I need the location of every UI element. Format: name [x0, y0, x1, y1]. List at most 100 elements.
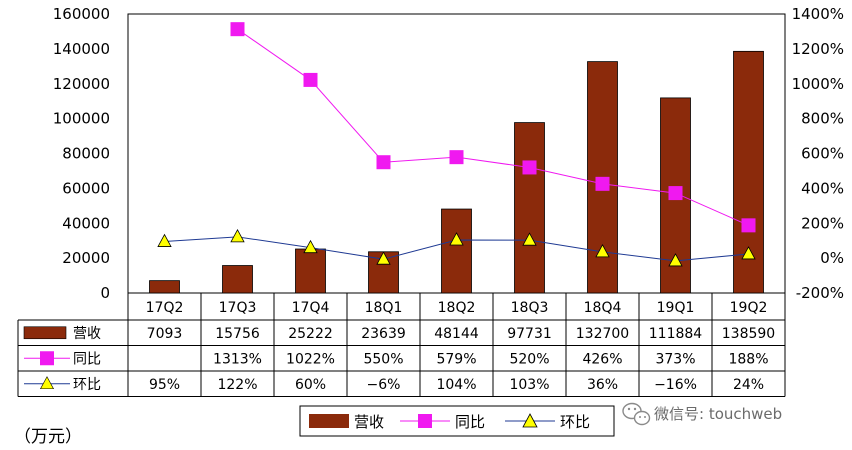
revenue-bar — [295, 248, 326, 294]
legend-bar-swatch — [309, 414, 349, 428]
table-key-qoq-marker — [39, 376, 55, 390]
x-category-label: 17Q2 — [146, 300, 184, 316]
qoq-series — [157, 229, 756, 267]
table-cell: 15756 — [215, 326, 260, 342]
wechat-icon — [622, 402, 651, 426]
yoy-marker — [741, 218, 756, 233]
y-left-tick-label: 100000 — [53, 110, 110, 128]
table-cell: 25222 — [288, 326, 333, 342]
yoy-series — [230, 22, 756, 233]
y-right-tick-label: 400% — [801, 179, 844, 197]
legend-box — [299, 405, 615, 437]
yoy-marker — [668, 186, 683, 201]
table-cell: 36% — [587, 377, 618, 393]
table-cell: 373% — [655, 351, 695, 367]
revenue-bar — [441, 208, 472, 294]
qoq-marker — [303, 239, 318, 254]
table-cell: 426% — [582, 351, 622, 367]
y-left-tick-label: 40000 — [62, 214, 110, 232]
table-row-label: 营收 — [73, 326, 101, 342]
x-category-label: 18Q3 — [511, 300, 549, 316]
yoy-marker — [303, 72, 318, 87]
table-row-label: 同比 — [73, 351, 101, 367]
table-cell: 550% — [363, 351, 403, 367]
table-cell: 138590 — [722, 326, 775, 342]
x-category-label: 19Q1 — [657, 300, 695, 316]
y-left-tick-label: 160000 — [53, 5, 110, 23]
table-cell: 579% — [436, 351, 476, 367]
y-right-tick-label: 800% — [801, 110, 844, 128]
revenue-bar — [222, 265, 253, 294]
legend: 营收 同比 环比 — [299, 405, 615, 437]
table-cell: 1022% — [286, 351, 335, 367]
table-cell: 103% — [509, 377, 549, 393]
y-right-tick-label: 1000% — [792, 75, 844, 93]
y-left-tick-label: 80000 — [62, 145, 110, 163]
yoy-line — [237, 28, 749, 226]
legend-label-revenue: 营收 — [354, 413, 384, 431]
right-axis-ticks: -200% 0% 200% 400% 600% 800% 1000% 1200% 1400% — [792, 5, 844, 302]
table-cell: 520% — [509, 351, 549, 367]
table-key-yoy-marker — [40, 351, 54, 366]
y-right-tick-label: -200% — [796, 284, 844, 302]
yoy-marker — [595, 176, 610, 191]
unit-label: （万元） — [14, 427, 82, 447]
y-left-tick-label: 120000 — [53, 75, 110, 93]
x-category-label: 18Q2 — [438, 300, 476, 316]
left-axis-ticks: 0 20000 40000 60000 80000 100000 120000 140000 1… — [53, 5, 110, 302]
yoy-marker — [449, 150, 464, 165]
data-table: 17Q2 17Q3 17Q4 18Q1 18Q2 18Q3 18Q4 19Q1 19Q2 营收 70… — [23, 300, 775, 393]
yoy-marker — [522, 160, 537, 175]
table-cell: 7093 — [147, 326, 183, 342]
table-cell: −16% — [654, 377, 697, 393]
legend-label-yoy: 同比 — [455, 413, 485, 431]
table-cell: 1313% — [213, 351, 262, 367]
watermark-text: 微信号: touchweb — [654, 405, 782, 423]
legend-label-qoq: 环比 — [560, 413, 590, 431]
revenue-bar — [514, 122, 545, 294]
y-left-tick-label: 140000 — [53, 40, 110, 58]
qoq-marker — [157, 233, 172, 247]
bar-series — [149, 50, 764, 294]
y-left-tick-label: 60000 — [62, 179, 110, 197]
y-left-tick-label: 0 — [100, 284, 110, 302]
yoy-marker — [376, 155, 391, 170]
qoq-marker — [741, 246, 756, 260]
x-category-label: 18Q1 — [365, 300, 403, 316]
qoq-marker — [449, 232, 464, 246]
x-category-label: 19Q2 — [730, 300, 768, 316]
y-right-tick-label: 0% — [820, 249, 844, 267]
qoq-marker — [522, 232, 537, 246]
qoq-marker — [376, 251, 391, 265]
table-cell: 23639 — [361, 326, 406, 342]
yoy-marker — [230, 22, 245, 37]
table-cell: 111884 — [649, 326, 703, 342]
legend-qoq-marker — [522, 413, 538, 428]
table-cell: 97731 — [507, 326, 552, 342]
y-right-tick-label: 1400% — [792, 5, 844, 23]
table-cell: 60% — [295, 377, 326, 393]
x-category-label: 17Q4 — [292, 300, 330, 316]
table-cell: 132700 — [576, 326, 629, 342]
y-left-tick-label: 20000 — [62, 249, 110, 267]
table-cell: −6% — [367, 377, 401, 393]
table-cell: 24% — [733, 377, 764, 393]
x-category-label: 17Q3 — [219, 300, 257, 316]
y-right-tick-label: 1200% — [792, 40, 844, 58]
legend-yoy-marker — [418, 414, 432, 428]
table-cell: 122% — [217, 377, 257, 393]
table-key-revenue — [23, 326, 67, 340]
table-cell: 95% — [149, 377, 180, 393]
qoq-marker — [668, 253, 683, 267]
table-row-label: 环比 — [73, 377, 101, 393]
table-cell: 188% — [728, 351, 768, 367]
table-cell: 48144 — [434, 326, 479, 342]
qoq-marker — [230, 229, 245, 243]
y-right-tick-label: 600% — [801, 145, 844, 163]
qoq-marker — [595, 244, 610, 258]
x-category-label: 18Q4 — [584, 300, 622, 316]
y-right-tick-label: 200% — [801, 214, 844, 232]
watermark: 微信号: touchweb — [622, 402, 782, 426]
table-cell: 104% — [436, 377, 476, 393]
